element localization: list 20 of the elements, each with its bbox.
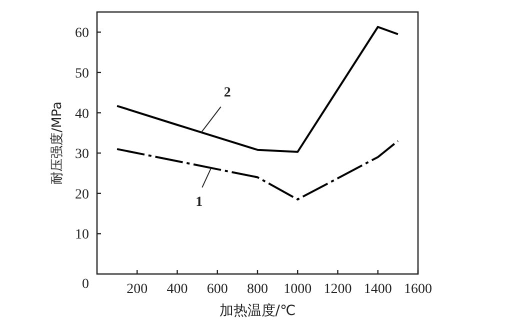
x-tick-label: 800 bbox=[247, 282, 268, 297]
x-tick-label: 1400 bbox=[364, 282, 392, 297]
y-tick-label: 20 bbox=[75, 187, 89, 202]
x-tick-label: 1000 bbox=[284, 282, 312, 297]
text: 2 bbox=[224, 85, 231, 100]
x-tick-label: 600 bbox=[206, 282, 228, 297]
x-axis-title: 加热温度/℃ bbox=[219, 303, 296, 319]
y-tick-label: 50 bbox=[75, 66, 89, 82]
y-tick-label: 30 bbox=[75, 147, 89, 162]
x-tick-label: 1600 bbox=[404, 282, 432, 297]
x-tick-label: 1200 bbox=[324, 282, 352, 297]
x-tick-label: 200 bbox=[126, 282, 148, 297]
y-tick-label: 60 bbox=[75, 26, 89, 42]
y-tick-label: 0 bbox=[82, 277, 89, 292]
y-tick-label: 10 bbox=[75, 228, 89, 243]
text: 1 bbox=[196, 194, 203, 210]
y-axis-title: 耐压强度/MPa bbox=[49, 102, 65, 184]
y-tick-label: 40 bbox=[75, 106, 89, 122]
x-tick-label: 400 bbox=[166, 282, 188, 297]
line-series bbox=[116, 26, 399, 153]
